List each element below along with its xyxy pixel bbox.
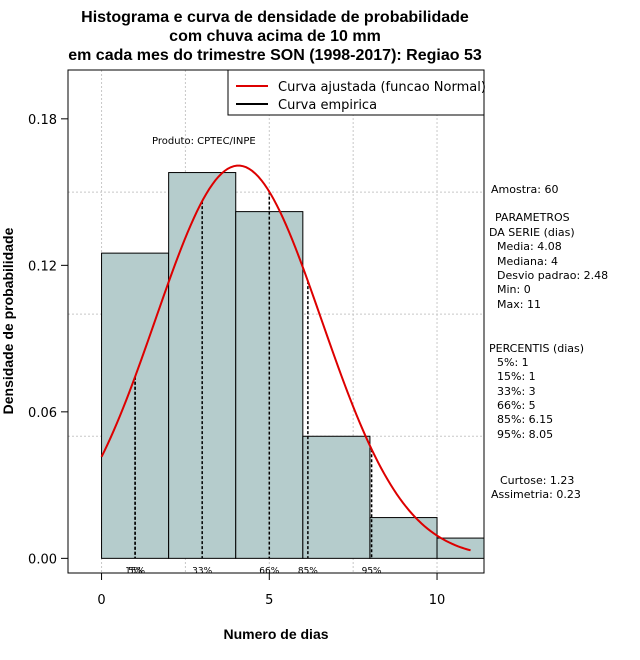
percentile-label-33: 33% — [192, 566, 212, 576]
stat-median: Mediana: 4 — [497, 255, 558, 268]
axes: 0.00 0.06 0.12 0.18 0 5 10 — [28, 113, 445, 608]
legend-empirical-label: Curva empirica — [278, 98, 377, 113]
pct-line-95: 95%: 8.05 — [497, 428, 553, 441]
x-tick-label-1: 5 — [265, 593, 273, 608]
pct-line-5: 5%: 1 — [497, 356, 529, 369]
percentile-label-5: 5% — [128, 566, 143, 576]
percentile-markers: 5%15% 33% 66% 85% 95% — [125, 191, 382, 576]
fitted-normal-curve — [100, 164, 471, 552]
percentiles-header: PERCENTIS (dias) — [489, 342, 584, 355]
fitted-curve-layer — [100, 164, 471, 552]
y-tick-label-3: 0.18 — [28, 113, 57, 128]
params-header-1: PARAMETROS — [495, 211, 570, 224]
histogram-bar-4 — [369, 517, 438, 559]
credit-text: Produto: CPTEC/INPE — [152, 136, 256, 147]
x-tick-label-2: 10 — [429, 593, 446, 608]
percentile-label-15: 15% — [125, 566, 145, 576]
percentile-label-66: 66% — [259, 566, 279, 576]
y-axis-label: Densidade de probabilidade — [0, 227, 16, 414]
pct-line-85: 85%: 6.15 — [497, 413, 553, 426]
pct-line-66: 66%: 5 — [497, 399, 536, 412]
legend-fitted-label: Curva ajustada (funcao Normal) — [278, 80, 486, 95]
skewness: Assimetria: 0.23 — [491, 488, 581, 501]
histogram-bar-1 — [168, 172, 237, 559]
percentile-label-85: 85% — [298, 566, 318, 576]
params-header-2: DA SERIE (dias) — [489, 226, 575, 239]
chart-title-line-1: Histograma e curva de densidade de proba… — [81, 9, 469, 26]
y-tick-label-2: 0.12 — [28, 259, 57, 274]
stat-mean: Media: 4.08 — [497, 240, 562, 253]
chart-title-line-3: em cada mes do trimestre SON (1998-2017)… — [68, 47, 482, 64]
histogram-bar-3 — [302, 435, 371, 559]
legend-box — [227, 69, 485, 116]
y-tick-label-1: 0.06 — [28, 406, 57, 421]
chart-title-line-2: com chuva acima de 10 mm — [169, 28, 381, 45]
stats-panel: Amostra: 60 PARAMETROS DA SERIE (dias) M… — [489, 183, 608, 501]
x-axis-label: Numero de dias — [223, 626, 328, 642]
stat-max: Max: 11 — [497, 298, 541, 311]
sample-size: Amostra: 60 — [491, 183, 558, 196]
stat-min: Min: 0 — [497, 283, 531, 296]
histogram-bars — [101, 172, 484, 559]
percentile-label-95: 95% — [362, 566, 382, 576]
pct-line-15: 15%: 1 — [497, 370, 536, 383]
pct-line-33: 33%: 3 — [497, 385, 536, 398]
legend: Curva ajustada (funcao Normal) Curva emp… — [227, 69, 486, 116]
kurtosis: Curtose: 1.23 — [500, 474, 574, 487]
stat-sd: Desvio padrao: 2.48 — [497, 269, 608, 282]
x-tick-label-0: 0 — [97, 593, 105, 608]
y-tick-label-0: 0.00 — [28, 552, 57, 567]
